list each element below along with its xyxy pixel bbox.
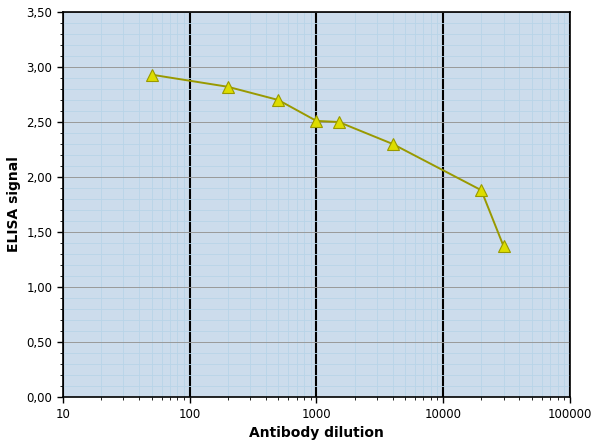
X-axis label: Antibody dilution: Antibody dilution: [249, 426, 384, 440]
Y-axis label: ELISA signal: ELISA signal: [7, 156, 21, 253]
